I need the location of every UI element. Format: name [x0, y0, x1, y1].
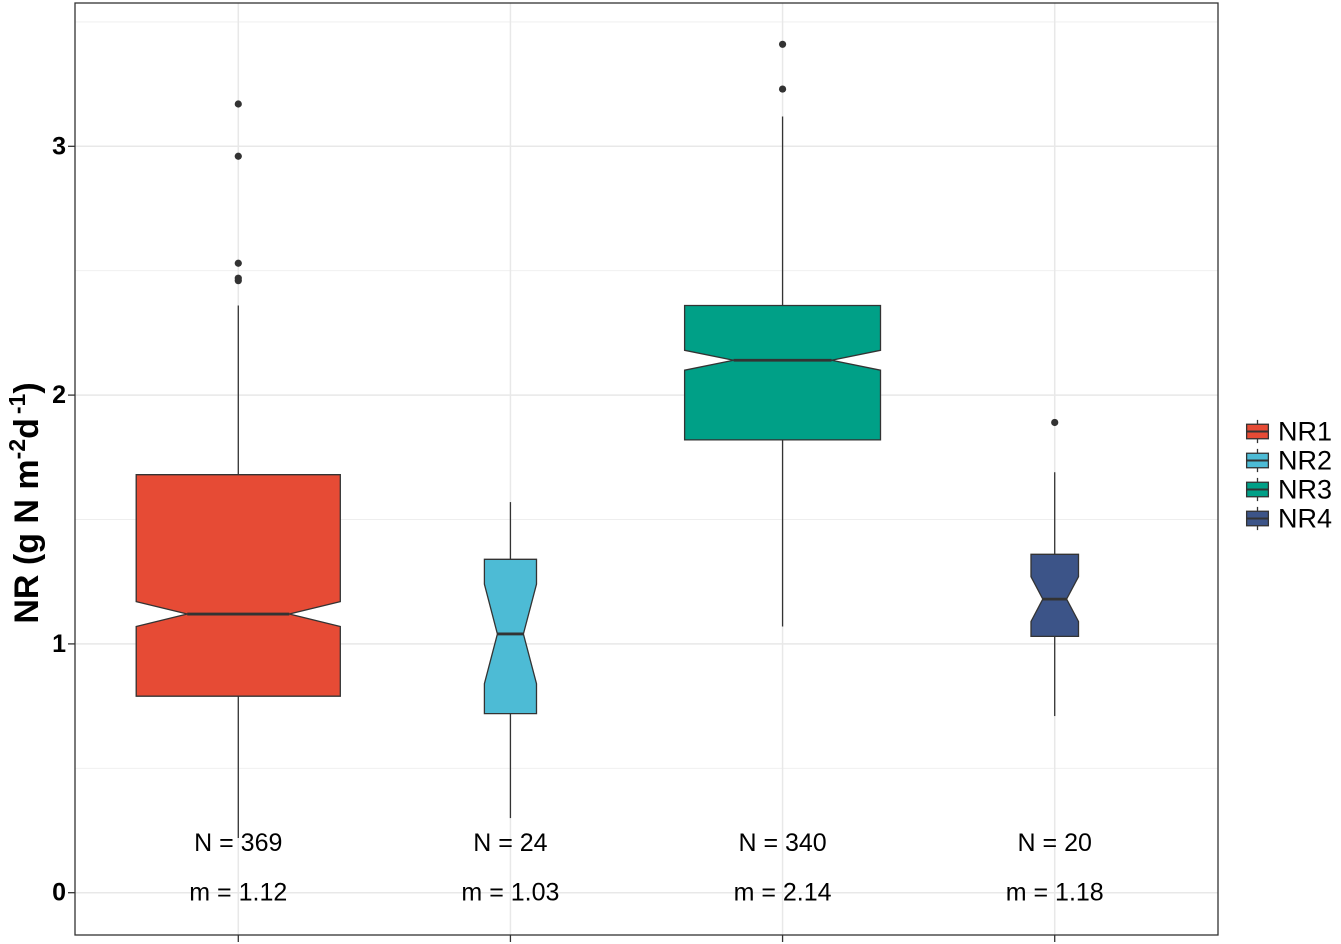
legend-label: NR1 — [1278, 417, 1332, 447]
y-axis-title-main: NR (g N m — [8, 459, 46, 623]
median-value-label: m = 1.03 — [461, 879, 559, 907]
y-axis-title-superscript-d: -1 — [4, 393, 30, 414]
boxes-layer — [135, 40, 1080, 838]
notched-box — [683, 304, 882, 441]
y-tick-label: 3 — [52, 132, 66, 160]
sample-size-label: N = 20 — [1018, 829, 1092, 857]
sample-size-label: N = 24 — [473, 829, 547, 857]
legend-item-nr1: NR1 — [1245, 417, 1332, 447]
outlier-point — [234, 100, 242, 108]
y-tick-label: 0 — [52, 879, 66, 907]
outlier-point — [1051, 418, 1059, 427]
sample-size-label: N = 340 — [738, 829, 826, 857]
box-nr4 — [1030, 418, 1080, 717]
y-axis-title-superscript-m: -2 — [4, 439, 30, 459]
legend-label: NR4 — [1278, 504, 1332, 534]
box-nr1 — [135, 100, 341, 838]
legend-item-nr3: NR3 — [1245, 475, 1332, 505]
box-nr3 — [683, 40, 882, 627]
legend-label: NR3 — [1278, 475, 1332, 505]
y-tick-label: 2 — [52, 381, 66, 409]
outlier-point — [778, 40, 787, 48]
annotations-layer: N = 369 m = 1.12 N = 24 m = 1.03 N = 340 m = … — [189, 829, 1103, 907]
notched-box — [483, 558, 538, 715]
legend-item-nr4: NR4 — [1245, 504, 1332, 534]
y-axis-title: NR (g N m-2d -1) — [4, 382, 46, 623]
median-value-label: m = 1.18 — [1006, 879, 1104, 907]
outlier-point — [234, 152, 242, 160]
median-value-label: m = 1.12 — [189, 879, 287, 907]
outlier-point — [234, 274, 242, 282]
y-axis-title-close: ) — [8, 382, 46, 393]
outlier-point — [234, 259, 242, 267]
notched-box — [135, 474, 341, 697]
panel-border — [74, 2, 1219, 936]
axes-layer: 0 1 2 3 — [52, 2, 1219, 942]
legend-item-nr2: NR2 — [1245, 446, 1332, 476]
y-tick-label: 1 — [52, 630, 66, 658]
notched-box — [1030, 553, 1080, 638]
box-nr2 — [483, 502, 538, 819]
median-value-label: m = 2.14 — [734, 879, 832, 907]
y-axis-title-unit-d: d — [8, 418, 46, 439]
sample-size-label: N = 369 — [194, 829, 282, 857]
legend-label: NR2 — [1278, 446, 1332, 476]
outlier-point — [778, 85, 787, 93]
